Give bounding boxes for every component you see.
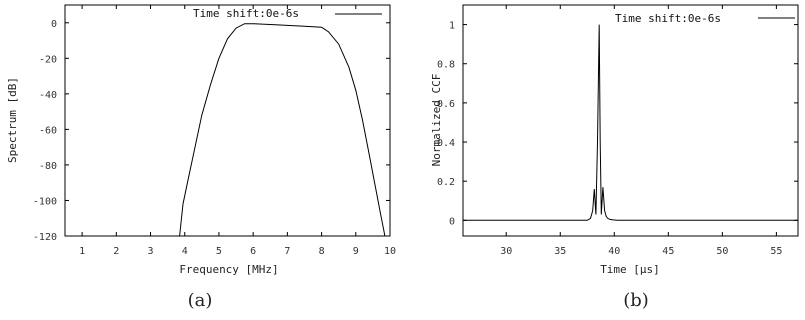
x-ticks-b: 30 35 40 45 50 55 <box>500 5 782 257</box>
y-ticks-b: 0 0.2 0.4 0.6 0.8 1 <box>437 21 798 227</box>
spectrum-curve <box>179 23 386 237</box>
x-tick-label: 10 <box>384 246 396 257</box>
x-tick-label: 35 <box>554 246 566 257</box>
legend-label-b: Time shift:0e-6s <box>615 12 721 25</box>
y-tick-label: 0.2 <box>437 177 455 188</box>
plot-frame-b <box>462 4 799 237</box>
panel-b: 30 35 40 45 50 55 0 0.2 0.4 0.6 0.8 1 Time shift:0… <box>430 4 799 311</box>
x-tick-label: 1 <box>79 246 85 257</box>
x-tick-label: 2 <box>113 246 119 257</box>
y-axis-label-a: Spectrum [dB] <box>6 77 19 163</box>
x-tick-label: 5 <box>216 246 222 257</box>
y-ticks-a: 0 -20 -40 -60 -80 -100 -120 <box>33 19 390 243</box>
y-tick-label: -20 <box>39 54 57 65</box>
y-tick-label: -40 <box>39 90 57 101</box>
legend-label-a: Time shift:0e-6s <box>193 7 299 20</box>
y-tick-label: 0.8 <box>437 60 455 71</box>
x-tick-label: 4 <box>182 246 188 257</box>
ccf-curve <box>463 24 798 221</box>
x-axis-label-a: Frequency [MHz] <box>179 263 278 276</box>
x-tick-label: 40 <box>608 246 620 257</box>
y-tick-label: -100 <box>33 196 57 207</box>
y-tick-label: 0 <box>449 216 455 227</box>
y-tick-label: -80 <box>39 161 57 172</box>
y-tick-label: 0.4 <box>437 138 455 149</box>
y-tick-label: -60 <box>39 125 57 136</box>
y-tick-label: 1 <box>449 21 455 32</box>
x-tick-label: 7 <box>284 246 290 257</box>
x-tick-label: 6 <box>250 246 256 257</box>
x-axis-label-b: Time [µs] <box>600 263 660 276</box>
y-axis-label-b: Normalized CCF <box>430 74 443 167</box>
y-tick-label: 0.6 <box>437 99 455 110</box>
x-tick-label: 9 <box>353 246 359 257</box>
x-tick-label: 3 <box>148 246 154 257</box>
x-tick-label: 8 <box>319 246 325 257</box>
x-tick-label: 50 <box>716 246 728 257</box>
y-tick-label: 0 <box>51 19 57 30</box>
caption-a: (a) <box>188 290 213 311</box>
x-tick-label: 30 <box>500 246 512 257</box>
x-tick-label: 55 <box>770 246 782 257</box>
panel-a: 1 2 3 4 5 6 7 8 9 10 0 -20 -40 -60 -80 -100 -120 Time s… <box>6 4 396 311</box>
x-tick-label: 45 <box>662 246 674 257</box>
x-ticks-a: 1 2 3 4 5 6 7 8 9 10 <box>79 5 396 257</box>
caption-b: (b) <box>623 290 649 311</box>
plot-frame-a <box>64 4 391 237</box>
y-tick-label: -120 <box>33 232 57 243</box>
